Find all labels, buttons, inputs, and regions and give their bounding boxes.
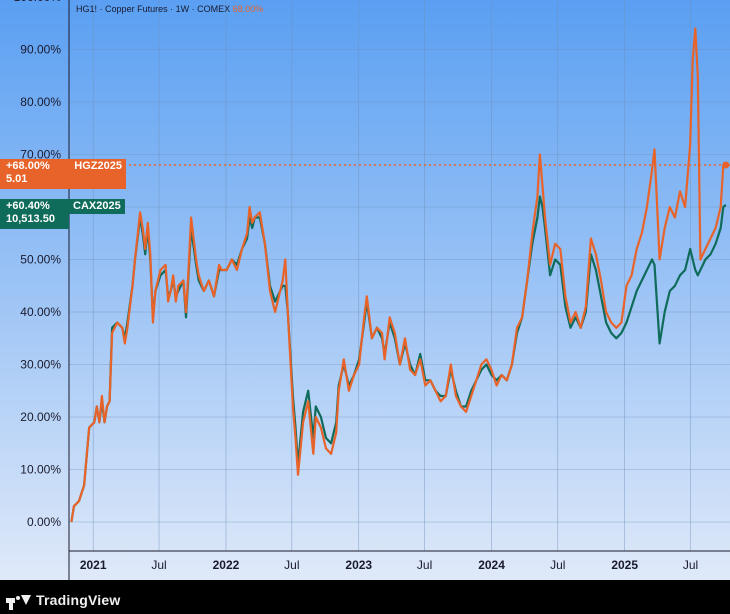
y-tick-label: 0.00% xyxy=(27,515,61,529)
header-symbol: HG1! xyxy=(76,4,98,14)
header-separator: · xyxy=(99,4,103,14)
x-tick-label: 2025 xyxy=(611,558,638,572)
x-tick-label: Jul xyxy=(683,558,698,572)
y-tick-label: 30.00% xyxy=(20,358,61,372)
y-tick-label: 20.00% xyxy=(20,410,61,424)
x-tick-label: 2024 xyxy=(478,558,505,572)
series-line-hgz2025 xyxy=(70,27,726,523)
price-tag-change: +60.40% xyxy=(6,200,50,212)
x-axis: 2021 Jul 2022 Jul 2023 Jul 2024 Jul 2025 Jul xyxy=(80,558,698,572)
price-tag-price: 10,513.50 xyxy=(6,213,55,225)
header-separator: · xyxy=(170,4,174,14)
price-tag-change: +68.00% xyxy=(6,160,50,172)
price-tag-symbol: CAX2025 xyxy=(69,199,125,214)
header-separator: · xyxy=(191,4,195,14)
plot-background xyxy=(0,0,730,580)
y-tick-label: 80.00% xyxy=(20,95,61,109)
x-tick-label: Jul xyxy=(550,558,565,572)
logo-text: TradingView xyxy=(36,592,121,608)
x-tick-label: 2021 xyxy=(80,558,107,572)
price-tag-price: 5.01 xyxy=(6,173,28,185)
header-exchange: COMEX xyxy=(197,4,231,14)
x-tick-label: Jul xyxy=(284,558,299,572)
price-tag-cax2025: +60.40% 10,513.50 xyxy=(0,199,69,229)
tradingview-logo-icon xyxy=(6,595,31,610)
x-tick-label: 2022 xyxy=(213,558,240,572)
footer-bar xyxy=(0,580,730,614)
y-tick-label: 50.00% xyxy=(20,253,61,267)
x-tick-label: Jul xyxy=(151,558,166,572)
y-tick-label: 100.00% xyxy=(14,0,62,4)
header-value: 68.00% xyxy=(232,4,264,14)
y-tick-label: 40.00% xyxy=(20,305,61,319)
tradingview-logo[interactable]: TradingView xyxy=(6,592,121,610)
x-tick-label: Jul xyxy=(417,558,432,572)
series-endpoint-marker xyxy=(722,161,730,169)
y-tick-label: 70.00% xyxy=(20,148,61,162)
y-tick-label: 90.00% xyxy=(20,43,61,57)
price-tag-row: +68.00% HGZ2025 xyxy=(6,160,122,173)
price-tag-symbol: HGZ2025 xyxy=(74,160,122,172)
y-tick-label: 10.00% xyxy=(20,463,61,477)
chart-header: HG1! · Copper Futures · 1W · COMEX 68.00… xyxy=(76,4,263,14)
header-interval: 1W xyxy=(175,4,190,14)
x-tick-label: 2023 xyxy=(345,558,372,572)
series-layer xyxy=(70,27,730,523)
price-tag-hgz2025: +68.00% HGZ2025 5.01 xyxy=(0,159,126,189)
header-description: Copper Futures xyxy=(105,4,168,14)
grid-layer xyxy=(68,0,730,580)
